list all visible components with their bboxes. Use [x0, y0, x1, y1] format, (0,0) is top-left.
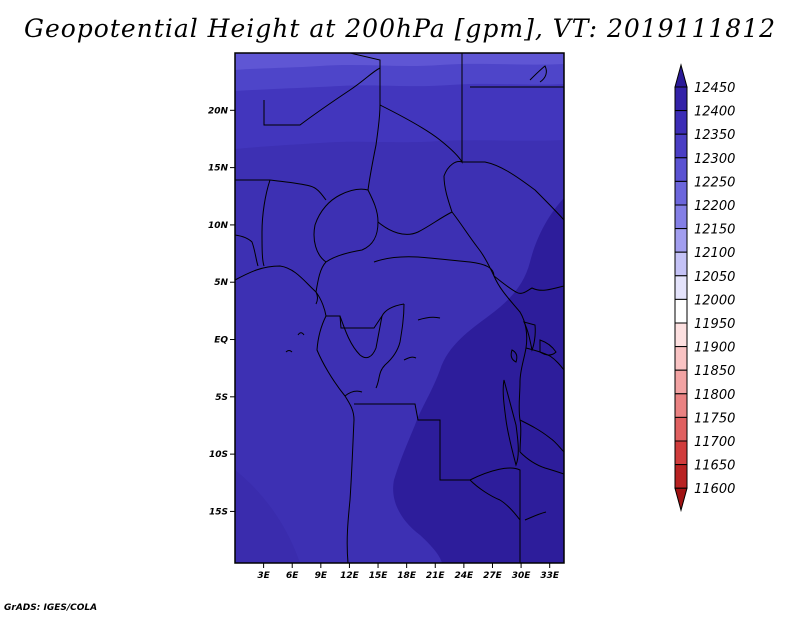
lon-tick-label: 9E: [315, 571, 328, 581]
band-12400-12450: [393, 198, 564, 563]
colorbar-segment: [674, 180, 688, 206]
colorbar-segment: [674, 251, 688, 277]
colorbar-segment: [674, 228, 688, 253]
colorbar-label: 12400: [694, 105, 735, 120]
colorbar-segment: [674, 275, 688, 300]
colorbar-segment: [674, 369, 688, 395]
plot-frame: [234, 52, 565, 564]
lon-tick-label: 27E: [483, 571, 503, 581]
colorbar: 12450 12400 12350 12300 12250 12200 12150 12100…: [674, 63, 735, 513]
colorbar-label: 11900: [694, 341, 735, 356]
colorbar-segment: [674, 298, 688, 324]
lat-tick-label: 10S: [209, 450, 228, 460]
band-12200-12250: [235, 53, 564, 70]
lon-tick-label: 30E: [512, 571, 532, 581]
lat-tick-label: 15S: [209, 507, 228, 517]
longitude-axis: 3E 6E 9E 12E 15E 18E 21E 24E 27E 30E 33E: [257, 563, 560, 581]
colorbar-segment: [674, 393, 688, 418]
colorbar-label: 11800: [694, 388, 735, 403]
lon-tick-label: 3E: [257, 571, 270, 581]
lon-tick-label: 12E: [340, 571, 360, 581]
lon-tick-label: 18E: [397, 571, 417, 581]
colorbar-segment: [674, 204, 688, 230]
map-title: Geopotential Height at 200hPa [gpm], VT:…: [23, 14, 777, 43]
colorbar-label: 11750: [694, 411, 735, 426]
colorbar-bottom-arrow: [674, 487, 688, 513]
latitude-axis: 20N 15N 10N 5N EQ 5S 10S 15S: [208, 106, 235, 517]
colorbar-segment: [674, 440, 688, 466]
colorbar-label: 12250: [694, 175, 735, 190]
lat-tick-label: 5N: [214, 278, 228, 288]
lon-tick-label: 21E: [426, 571, 446, 581]
colorbar-label: 12100: [694, 246, 735, 261]
colorbar-label: 11700: [694, 435, 735, 450]
lat-tick-label: 20N: [208, 106, 229, 116]
colorbar-segment: [674, 133, 688, 159]
lon-tick-label: 33E: [540, 571, 560, 581]
colorbar-segment: [674, 346, 688, 371]
colorbar-label: 12150: [694, 223, 735, 238]
colorbar-segment: [674, 464, 688, 489]
colorbar-segment: [674, 416, 688, 442]
colorbar-segment: [674, 157, 688, 182]
lat-tick-label: 5S: [215, 393, 228, 403]
lon-tick-label: 24E: [455, 571, 475, 581]
colorbar-label: 11950: [694, 317, 735, 332]
lat-tick-label: 10N: [208, 221, 229, 231]
colorbar-label: 12300: [694, 152, 735, 167]
height-field: [235, 53, 564, 563]
lat-tick-label: EQ: [214, 336, 228, 346]
colorbar-label: 11600: [694, 482, 735, 497]
colorbar-label: 12450: [694, 81, 735, 96]
band-12350-12400-slight: [235, 470, 300, 563]
colorbar-label: 12350: [694, 128, 735, 143]
colorbar-label: 12050: [694, 270, 735, 285]
colorbar-segment: [674, 322, 688, 348]
lat-tick-label: 15N: [208, 164, 229, 174]
lon-tick-label: 15E: [369, 571, 389, 581]
colorbar-top-arrow: [674, 63, 688, 88]
lon-tick-label: 6E: [286, 571, 299, 581]
colorbar-label: 11650: [694, 459, 735, 474]
colorbar-segment: [674, 110, 688, 135]
colorbar-label: 12200: [694, 199, 735, 214]
colorbar-label: 11850: [694, 364, 735, 379]
country-borders: [235, 53, 564, 563]
colorbar-label: 12000: [694, 293, 735, 308]
colorbar-segment: [674, 86, 688, 112]
grads-credit: GrADS: IGES/COLA: [4, 603, 98, 613]
